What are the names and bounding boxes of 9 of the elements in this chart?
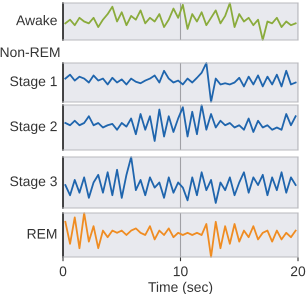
x-tick-label: 20: [290, 266, 306, 276]
x-tick-label: 0: [60, 266, 66, 276]
y-axis-title: Awake: [16, 15, 57, 26]
y-axis-title: Stage 1: [10, 76, 57, 89]
y-axis-title: REM: [28, 229, 56, 239]
y-axis-title: Stage 2: [10, 121, 57, 134]
y-axis-title: Stage 3: [10, 176, 57, 189]
text: Non-REM: [0, 47, 60, 58]
x-tick-label: 10: [174, 266, 188, 276]
